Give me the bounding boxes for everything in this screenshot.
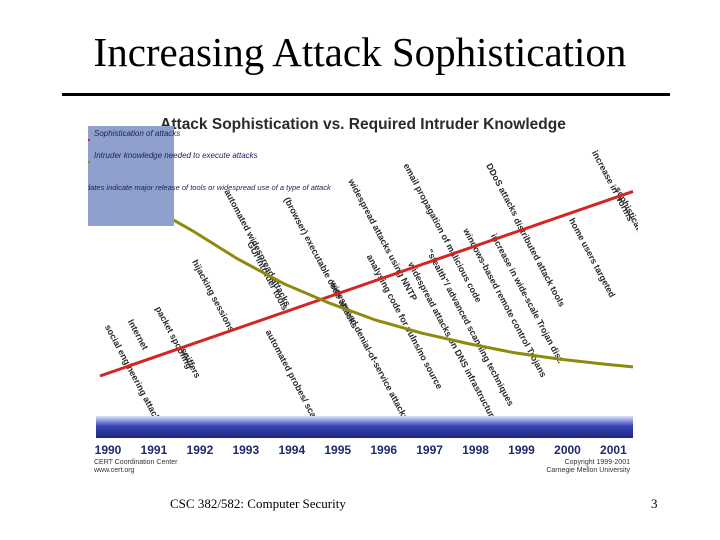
x-tick-1998: 1998 bbox=[462, 443, 489, 457]
x-tick-1994: 1994 bbox=[278, 443, 305, 457]
legend: Sophistication of attacks Intruder knowl… bbox=[76, 126, 332, 226]
slide-title: Increasing Attack Sophistication bbox=[93, 29, 627, 75]
legend-entry-sophistication: Sophistication of attacks bbox=[94, 129, 180, 138]
legend-box bbox=[76, 126, 174, 226]
source-left-line-1: CERT Coordination Center bbox=[94, 459, 178, 466]
source-left-line-2: www.cert.org bbox=[93, 467, 135, 474]
x-tick-2001: 2001 bbox=[600, 443, 627, 457]
footer-course: CSC 382/582: Computer Security bbox=[170, 496, 346, 511]
timeline-bar bbox=[96, 416, 633, 438]
annotation-4: hijacking sessions bbox=[190, 258, 236, 333]
legend-entry-knowledge: Intruder knowledge needed to execute att… bbox=[94, 151, 258, 160]
x-tick-1999: 1999 bbox=[508, 443, 535, 457]
series-line-sophistication bbox=[99, 189, 634, 378]
x-tick-2000: 2000 bbox=[554, 443, 581, 457]
x-tick-labels: 1990 1991 1992 1993 1994 1995 1996 1997 1998 1999… bbox=[95, 443, 627, 457]
x-tick-1997: 1997 bbox=[416, 443, 443, 457]
annotation-11: DDoS attacks bbox=[484, 162, 520, 218]
source-right-line-2: Carnegie Mellon University bbox=[546, 467, 630, 474]
page-number: 3 bbox=[651, 496, 658, 511]
x-tick-1993: 1993 bbox=[232, 443, 259, 457]
annotation-0: social engineering attacks bbox=[103, 323, 165, 427]
legend-note: dates indicate major release of tools or… bbox=[88, 183, 332, 192]
attack-sophistication-chart: Attack Sophistication vs. Required Intru… bbox=[76, 102, 694, 482]
title-rule bbox=[62, 93, 670, 96]
series-line-intruder-knowledge bbox=[99, 177, 634, 369]
series-layer bbox=[99, 177, 634, 378]
annotation-13: sophisticated command and control bbox=[613, 185, 638, 326]
annotation-14: home users targeted bbox=[567, 216, 617, 299]
x-tick-1991: 1991 bbox=[141, 443, 168, 457]
x-tick-1995: 1995 bbox=[324, 443, 351, 457]
x-tick-1996: 1996 bbox=[370, 443, 397, 457]
chart-title: Attack Sophistication vs. Required Intru… bbox=[160, 116, 566, 133]
x-tick-1992: 1992 bbox=[187, 443, 214, 457]
source-right-line-1: Copyright 1999-2001 bbox=[565, 459, 630, 466]
annotation-7: automated widespread attacks bbox=[222, 188, 292, 308]
annotation-1: Internet bbox=[126, 318, 150, 352]
x-tick-1990: 1990 bbox=[95, 443, 122, 457]
chart-svg: Attack Sophistication vs. Required Intru… bbox=[76, 116, 694, 474]
annotation-6: automated probes/ scans bbox=[264, 328, 324, 429]
